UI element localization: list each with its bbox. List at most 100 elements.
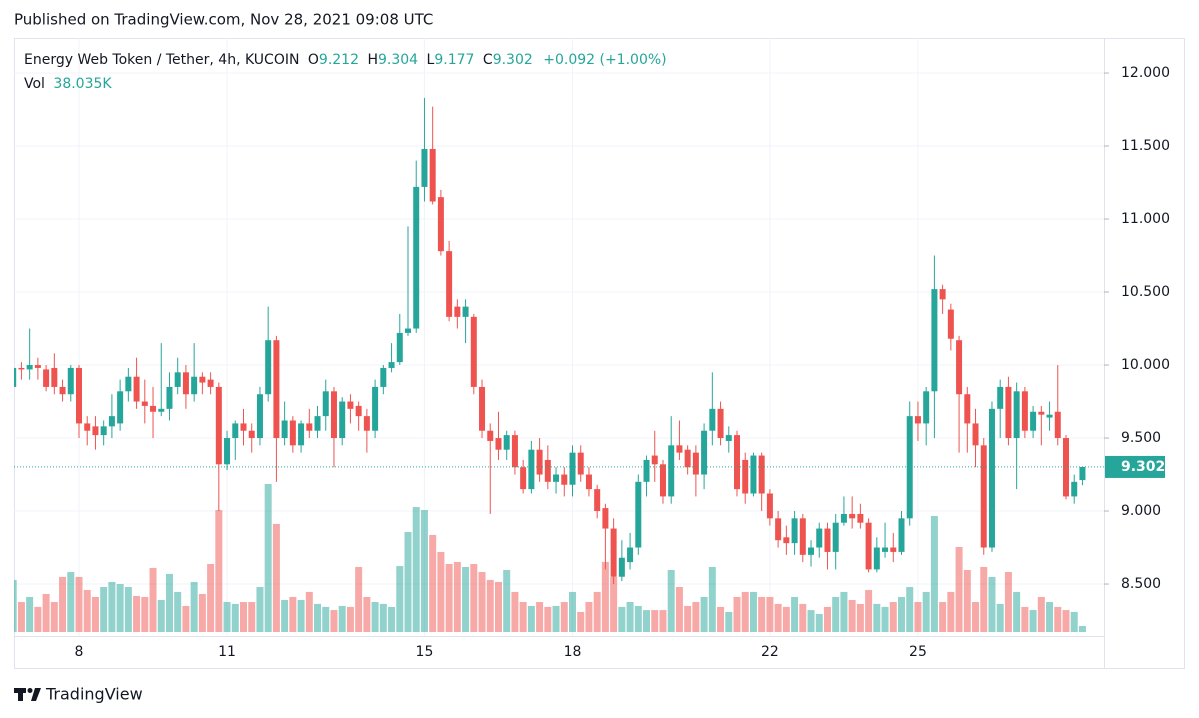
candle-body [1071,481,1078,497]
vol-value: 38.035K [53,76,112,92]
volume-bar [272,523,280,632]
candle-body [651,455,658,465]
volume-bar [314,603,322,632]
ohlc-key: C [483,52,493,68]
volume-bar [601,561,609,632]
brand: TradingView [45,685,143,704]
volume-bar [1021,606,1029,632]
volume-bar [618,606,626,632]
volume-bar [34,606,42,632]
candle-body [265,340,272,395]
x-tick-label: 11 [218,644,236,660]
vol-key: Vol [24,76,45,92]
candle-body [174,372,181,387]
volume-bar [634,605,642,632]
candle-body [133,376,140,402]
ohlc-value: 9.302 [493,52,533,68]
volume-bar [873,603,881,632]
candle-body [717,408,724,439]
volume-bar [83,590,91,632]
volume-bar [174,591,182,632]
volume-bar [1037,596,1045,632]
volume-bar [256,587,264,632]
volume-bar [626,602,634,632]
candle-body [1005,386,1012,439]
y-tick-label: 8.500 [1121,576,1161,592]
volume-bar [157,599,165,632]
candle-body [14,367,17,387]
volume-bar [947,591,955,632]
volume-bar [749,591,757,632]
volume-bar [791,596,799,632]
y-tick-label: 11.000 [1121,211,1170,227]
candle-pane [14,97,1104,585]
volume-bar [59,576,67,632]
volume-bar [190,581,198,632]
candle-body [734,435,740,490]
ohlc-key: L [427,52,435,68]
volume-bar [231,603,239,632]
volume-bar [544,606,552,632]
candle-body [750,455,757,494]
candle-body [561,474,568,485]
candle-body [692,452,699,475]
candle-body [182,372,189,395]
volume-bar [914,602,922,632]
candle-body [857,513,864,523]
volume-bar [881,606,889,632]
volume-bar [14,579,17,632]
volume-bar [519,602,527,632]
volume-bar [725,611,733,632]
candle-body [289,420,296,446]
candle-body [470,316,477,387]
candle-body [150,405,157,412]
candle-body [76,367,82,424]
volume-bar [248,602,256,632]
volume-bar [1004,572,1012,632]
candle-body [232,423,239,439]
volume-bar [100,587,108,632]
x-tick-label: 18 [564,644,582,660]
ohlc-key: O [308,52,319,68]
candle-body [668,445,675,497]
published-note: Published on TradingView.com, Nov 28, 20… [14,11,433,29]
candle-body [248,430,255,439]
volume-bar [1046,602,1054,632]
candle-body [511,435,518,468]
candle-body [536,449,543,475]
volume-bar [371,602,379,632]
candle-body [372,386,379,431]
candle-body [923,391,930,424]
candle-body [363,416,370,431]
volume-bar [1070,611,1078,632]
candle-body [158,408,165,412]
candle-body [207,379,214,387]
candle-body [627,547,634,563]
volume-bar [848,599,856,632]
volume-bar [898,596,905,632]
volume-bar [437,552,445,632]
x-tick-label: 22 [761,644,779,660]
axes: 8.500 9.000 9.500 10.000 10.500 11.000 11.500 1… [75,65,1170,660]
volume-bar [684,605,692,632]
candle-body [659,464,666,497]
candle-body [906,416,913,519]
candle-body [1013,391,1020,439]
volume-bar [108,581,116,632]
volume-bar [412,507,420,632]
volume-legend: Vol 38.035K [24,76,112,92]
last-price-box [1105,455,1165,478]
candle-body [618,557,625,577]
volume-bar [569,591,576,632]
volume-bar [355,566,363,632]
candle-body [487,430,494,441]
volume-bar [906,587,914,632]
volume-bar [346,606,354,632]
volume-bar [865,590,873,632]
volume-bar [972,602,980,632]
candle-body [413,186,420,329]
candle-body [100,426,107,436]
y-tick-label: 9.500 [1121,430,1161,446]
candle-body [224,438,231,465]
